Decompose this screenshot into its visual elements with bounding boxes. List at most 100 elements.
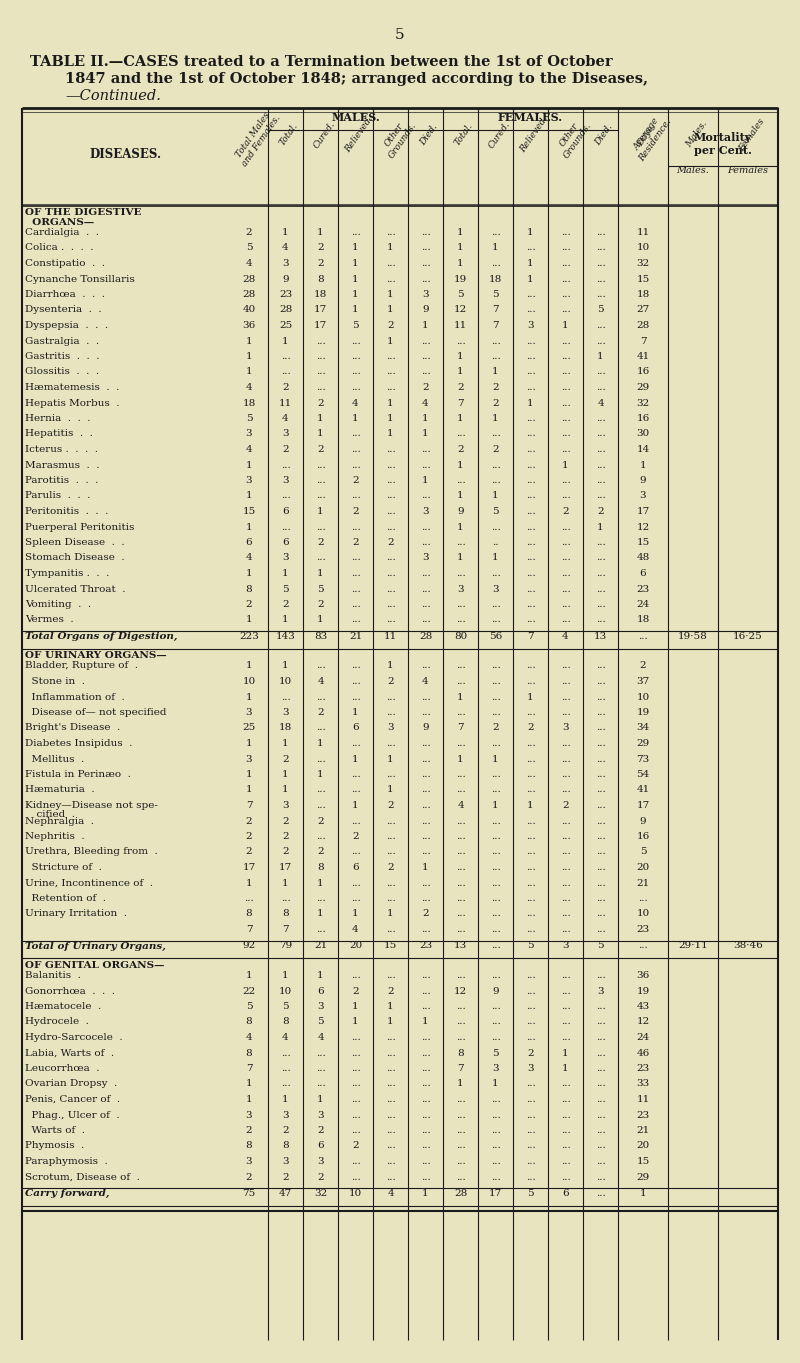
Text: ...: ... <box>316 337 326 345</box>
Text: ...: ... <box>456 1002 466 1011</box>
Text: ...: ... <box>350 352 360 361</box>
Text: 1: 1 <box>457 522 464 532</box>
Text: ...: ... <box>526 553 535 563</box>
Text: 1: 1 <box>282 739 289 748</box>
Text: 1: 1 <box>457 228 464 237</box>
Text: Disease of— not specified: Disease of— not specified <box>25 707 166 717</box>
Text: 23: 23 <box>419 942 432 950</box>
Text: ...: ... <box>456 894 466 904</box>
Text: 2: 2 <box>457 444 464 454</box>
Text: ...: ... <box>386 1111 395 1119</box>
Text: Males.: Males. <box>677 166 710 174</box>
Text: 1847 and the 1st of October 1848; arranged according to the Diseases,: 1847 and the 1st of October 1848; arrang… <box>65 72 648 86</box>
Text: 1: 1 <box>317 414 324 423</box>
Text: 1: 1 <box>352 707 359 717</box>
Text: ...: ... <box>526 244 535 252</box>
Text: Gastritis  .  .  .: Gastritis . . . <box>25 352 99 361</box>
Text: 3: 3 <box>246 755 252 763</box>
Text: ...: ... <box>526 507 535 517</box>
Text: ...: ... <box>421 337 430 345</box>
Text: ...: ... <box>316 785 326 795</box>
Text: ...: ... <box>561 305 570 315</box>
Text: 29: 29 <box>636 383 650 393</box>
Text: 1: 1 <box>317 770 324 780</box>
Text: ...: ... <box>596 492 606 500</box>
Text: 1: 1 <box>246 970 252 980</box>
Text: ...: ... <box>456 1126 466 1135</box>
Text: 2: 2 <box>282 831 289 841</box>
Text: ...: ... <box>596 909 606 919</box>
Text: ...: ... <box>561 785 570 795</box>
Text: 1: 1 <box>352 414 359 423</box>
Text: ...: ... <box>456 616 466 624</box>
Text: ...: ... <box>561 444 570 454</box>
Text: Total Organs of Digestion,: Total Organs of Digestion, <box>25 632 178 641</box>
Text: 1: 1 <box>457 352 464 361</box>
Text: ...: ... <box>526 925 535 934</box>
Text: 1: 1 <box>527 259 534 269</box>
Text: 2: 2 <box>246 228 252 237</box>
Text: ...: ... <box>596 1157 606 1165</box>
Text: ...: ... <box>490 816 500 826</box>
Text: 7: 7 <box>457 724 464 732</box>
Text: ...: ... <box>490 228 500 237</box>
Text: ...: ... <box>561 1079 570 1089</box>
Text: ...: ... <box>386 522 395 532</box>
Text: ...: ... <box>490 1033 500 1041</box>
Text: 1: 1 <box>282 970 289 980</box>
Text: ...: ... <box>596 337 606 345</box>
Text: ...: ... <box>596 724 606 732</box>
Text: 6: 6 <box>246 538 252 547</box>
Text: ...: ... <box>490 1018 500 1026</box>
Text: ...: ... <box>596 816 606 826</box>
Text: 4: 4 <box>317 677 324 686</box>
Text: ...: ... <box>386 816 395 826</box>
Text: ...: ... <box>421 522 430 532</box>
Text: ...: ... <box>350 770 360 780</box>
Text: ...: ... <box>350 492 360 500</box>
Text: 2: 2 <box>422 383 429 393</box>
Text: 8: 8 <box>457 1048 464 1058</box>
Text: 4: 4 <box>282 414 289 423</box>
Text: 7: 7 <box>457 398 464 408</box>
Text: ...: ... <box>316 755 326 763</box>
Text: 28: 28 <box>242 274 256 284</box>
Text: 1: 1 <box>597 352 604 361</box>
Text: ...: ... <box>421 987 430 995</box>
Text: ...: ... <box>526 707 535 717</box>
Text: 5: 5 <box>246 1002 252 1011</box>
Text: 2: 2 <box>282 600 289 609</box>
Text: ...: ... <box>596 739 606 748</box>
Text: ...: ... <box>561 661 570 671</box>
Text: 17: 17 <box>314 305 327 315</box>
Text: 2: 2 <box>422 909 429 919</box>
Text: ...: ... <box>561 492 570 500</box>
Text: ...: ... <box>561 600 570 609</box>
Text: 8: 8 <box>246 909 252 919</box>
Text: Tympanitis .  .  .: Tympanitis . . . <box>25 568 110 578</box>
Text: ...: ... <box>350 739 360 748</box>
Text: 1: 1 <box>282 770 289 780</box>
Text: ...: ... <box>386 600 395 609</box>
Text: 10: 10 <box>636 244 650 252</box>
Text: ...: ... <box>421 1094 430 1104</box>
Text: Parulis  .  .  .: Parulis . . . <box>25 492 90 500</box>
Text: ...: ... <box>490 848 500 856</box>
Text: 2: 2 <box>492 383 499 393</box>
Text: ...: ... <box>526 383 535 393</box>
Text: 1: 1 <box>457 553 464 563</box>
Text: ...: ... <box>456 538 466 547</box>
Text: 28: 28 <box>636 322 650 330</box>
Text: 1: 1 <box>317 568 324 578</box>
Text: ...: ... <box>526 970 535 980</box>
Text: ...: ... <box>456 707 466 717</box>
Text: 1: 1 <box>422 429 429 439</box>
Text: ...: ... <box>490 970 500 980</box>
Text: 6: 6 <box>562 1189 569 1198</box>
Text: 7: 7 <box>246 925 252 934</box>
Text: ...: ... <box>350 692 360 702</box>
Text: ...: ... <box>421 1048 430 1058</box>
Text: 1: 1 <box>246 492 252 500</box>
Text: ...: ... <box>421 692 430 702</box>
Text: ...: ... <box>490 785 500 795</box>
